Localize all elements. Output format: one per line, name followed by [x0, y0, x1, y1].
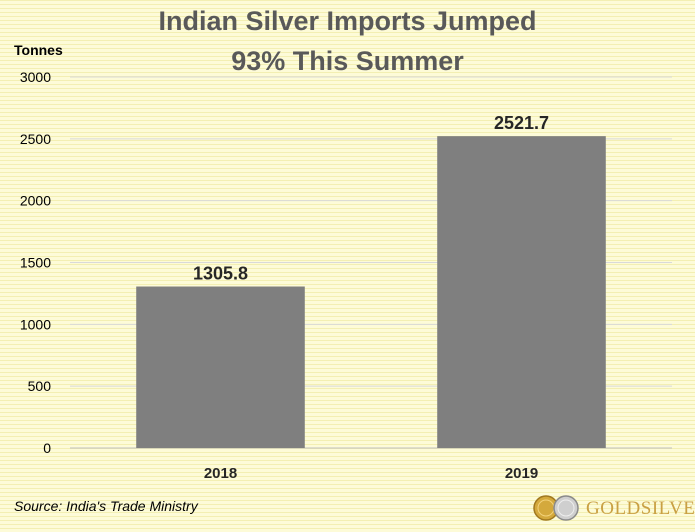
- chart-title-line-1: Indian Silver Imports Jumped: [158, 6, 537, 36]
- logo-wordmark: GOLDSILVER: [586, 498, 695, 519]
- source-note: Source: India's Trade Ministry: [14, 498, 198, 514]
- chart-title-line-2: 93% This Summer: [231, 46, 464, 76]
- bar-value-label: 1305.8: [193, 264, 248, 284]
- y-tick-label: 2500: [20, 131, 51, 147]
- y-tick-label: 3000: [20, 69, 51, 85]
- y-axis-unit-label: Tonnes: [14, 42, 63, 58]
- x-tick-label: 2018: [204, 465, 237, 482]
- goldsilver-logo: GOLDSILVER: [532, 490, 695, 526]
- y-tick-label: 1500: [20, 255, 51, 271]
- x-tick-label: 2019: [505, 465, 538, 482]
- y-tick-label: 2000: [20, 193, 51, 209]
- y-tick-label: 0: [43, 440, 51, 456]
- y-tick-label: 1000: [20, 316, 51, 332]
- bar: [437, 136, 606, 448]
- coins-icon: [533, 495, 579, 521]
- bar-value-label: 2521.7: [494, 113, 549, 133]
- y-tick-label: 500: [28, 378, 52, 394]
- bar: [136, 286, 305, 448]
